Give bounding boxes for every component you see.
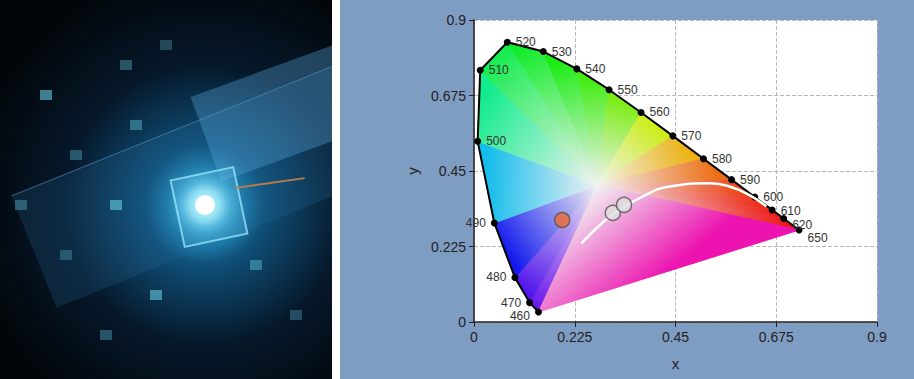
svg-text:0.225: 0.225: [431, 239, 466, 255]
svg-text:650: 650: [808, 231, 828, 245]
svg-text:0.675: 0.675: [431, 88, 466, 104]
svg-text:550: 550: [618, 83, 638, 97]
svg-text:0: 0: [470, 329, 478, 345]
svg-text:600: 600: [763, 190, 783, 204]
svg-text:500: 500: [486, 134, 506, 148]
svg-text:580: 580: [712, 152, 732, 166]
svg-text:0: 0: [458, 314, 466, 330]
svg-text:0.9: 0.9: [867, 329, 887, 345]
svg-text:560: 560: [650, 105, 670, 119]
svg-text:460: 460: [510, 309, 530, 323]
svg-text:610: 610: [781, 204, 801, 218]
svg-text:530: 530: [552, 45, 572, 59]
svg-text:520: 520: [516, 35, 536, 49]
svg-text:620: 620: [792, 218, 812, 232]
svg-text:0.225: 0.225: [557, 329, 592, 345]
svg-text:0.9: 0.9: [447, 12, 467, 28]
svg-text:0.45: 0.45: [439, 163, 466, 179]
svg-text:x: x: [672, 355, 680, 372]
svg-text:480: 480: [486, 270, 506, 284]
svg-text:490: 490: [466, 216, 486, 230]
svg-text:0.675: 0.675: [759, 329, 794, 345]
svg-text:540: 540: [585, 62, 605, 76]
svg-text:470: 470: [501, 296, 521, 310]
svg-text:0.45: 0.45: [662, 329, 689, 345]
svg-text:y: y: [404, 167, 421, 175]
svg-text:570: 570: [681, 129, 701, 143]
svg-text:590: 590: [740, 173, 760, 187]
svg-text:510: 510: [489, 63, 509, 77]
